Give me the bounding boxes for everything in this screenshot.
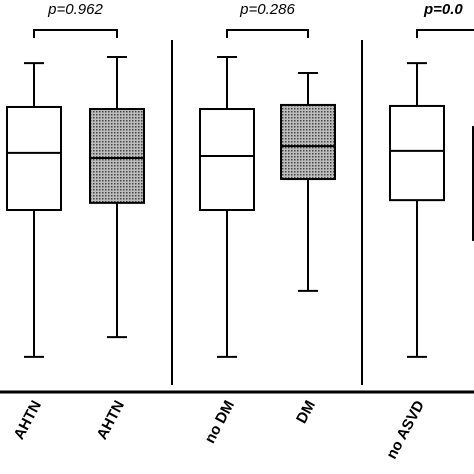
box <box>199 108 255 211</box>
significance-bracket <box>33 29 118 38</box>
significance-bracket <box>416 29 474 38</box>
significance-bracket <box>226 29 309 38</box>
box <box>389 104 445 202</box>
x-tick-label: AHTN <box>93 398 128 443</box>
p-value: p=0.962 <box>47 1 103 18</box>
x-tick-label: AHTN <box>10 398 45 443</box>
box <box>89 108 145 204</box>
x-tick-label: no DM <box>202 398 239 446</box>
p-value: p=0.286 <box>239 1 295 18</box>
box <box>280 103 336 181</box>
p-value: p=0.0 <box>423 1 463 18</box>
x-tick-label: DM <box>293 398 319 427</box>
x-tick-label: no ASVD <box>383 398 428 462</box>
box <box>6 105 62 211</box>
